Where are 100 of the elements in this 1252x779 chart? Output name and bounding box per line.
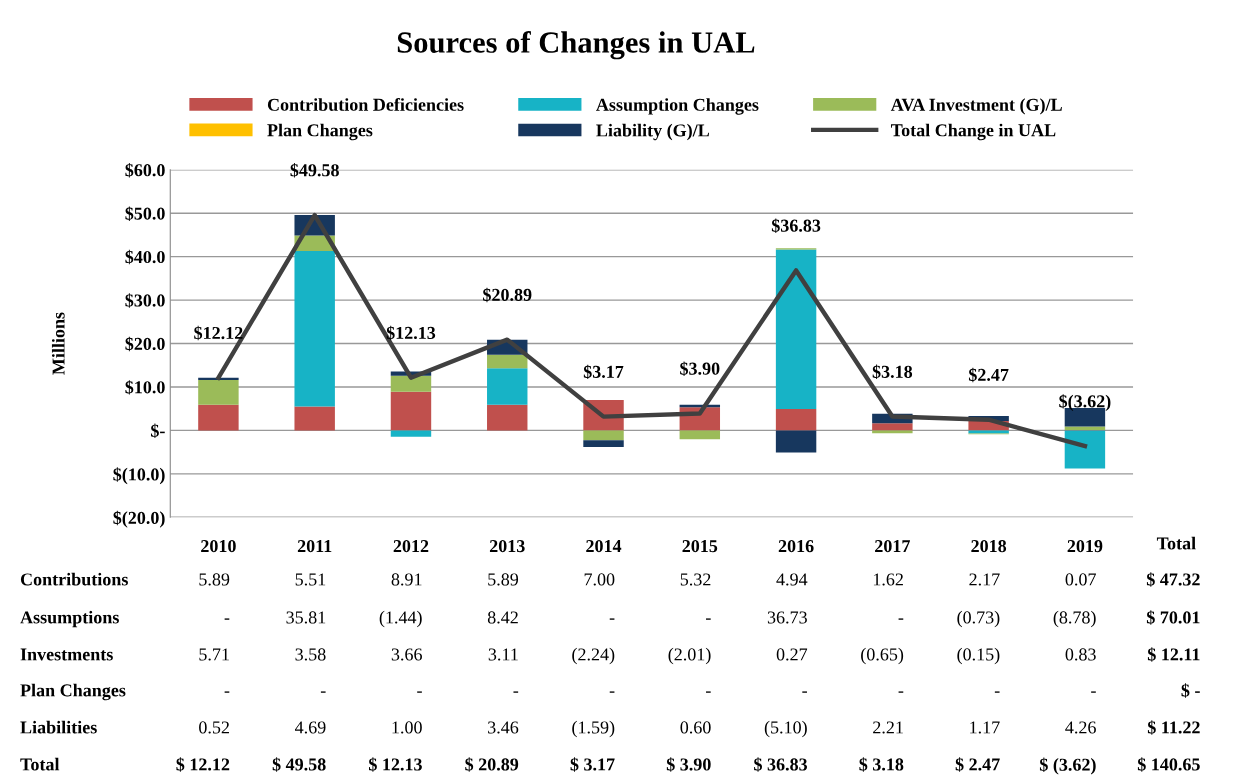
chart-title: Sources of Changes in UAL: [397, 31, 755, 60]
text: Total: [20, 757, 60, 771]
text: $ 49.58: [272, 757, 326, 772]
data-label: 1.62: [873, 573, 903, 586]
y-tick-label: $40.0: [125, 249, 165, 265]
data-label: -: [1091, 691, 1096, 693]
data-label: -: [609, 618, 615, 620]
text: $ 12.13: [369, 757, 422, 772]
text: $ 3.18: [859, 757, 904, 772]
data-label: 4.26: [1065, 721, 1096, 734]
x-tick-label: 2017: [875, 540, 910, 553]
data-label: $2.47: [968, 367, 1009, 383]
data-label: (5.10): [764, 720, 807, 738]
data-label: -: [898, 691, 904, 693]
text: $ 12.12: [176, 757, 230, 772]
data-label: -: [898, 618, 904, 620]
data-label: 5.89: [488, 573, 519, 586]
data-label: -: [224, 618, 230, 620]
data-label: 35.81: [286, 611, 326, 624]
text: $ 12.11: [1147, 647, 1200, 662]
data-label: $3.90: [680, 361, 720, 376]
data-label: -: [609, 691, 615, 693]
x-tick-label: 2011: [297, 540, 332, 553]
text: Assumptions: [20, 610, 119, 628]
text: $ 3.17: [570, 757, 615, 772]
text: $ 20.89: [465, 757, 519, 772]
legend-label: Plan Changes: [267, 123, 373, 141]
y-tick-label: $20.0: [125, 336, 165, 352]
data-label: 0.60: [680, 721, 711, 734]
text: $ (3.62): [1039, 757, 1096, 775]
data-label: 36.73: [767, 611, 807, 624]
data-label: 3.66: [391, 648, 422, 661]
data-label: $36.83: [771, 218, 821, 233]
data-label: (2.01): [668, 647, 711, 665]
data-label: $(3.62): [1059, 394, 1111, 412]
data-label: 0.27: [776, 648, 808, 661]
data-label: (0.65): [861, 647, 904, 665]
data-label: 1.00: [392, 721, 422, 734]
data-label: -: [417, 691, 422, 693]
data-label: 5.89: [199, 573, 230, 586]
data-label: $12.12: [194, 325, 243, 341]
legend-label: AVA Investment (G)/L: [890, 98, 1062, 115]
legend-label: Total Change in UAL: [891, 123, 1056, 141]
text: Liabilities: [20, 720, 97, 734]
x-tick-label: 2019: [1067, 540, 1103, 553]
y-tick-label: $10.0: [125, 380, 165, 395]
data-label: $3.17: [583, 364, 624, 380]
legend-label: Liability (G)/L: [596, 123, 709, 141]
data-label: 2.21: [873, 721, 903, 734]
y-tick-label: $-: [151, 423, 165, 439]
data-label: 5.51: [295, 573, 326, 586]
legend-label: Contribution Deficiencies: [267, 97, 464, 111]
data-label: 2.17: [969, 573, 1000, 586]
y-tick-label: $(10.0): [113, 467, 165, 485]
data-label: 3.11: [488, 648, 518, 661]
legend-label: Assumption Changes: [596, 98, 759, 115]
text: Plan Changes: [20, 683, 126, 701]
data-label: (2.24): [572, 647, 615, 665]
data-label: $20.89: [483, 287, 532, 303]
x-tick-label: 2018: [971, 540, 1007, 553]
y-tick-label: $50.0: [125, 206, 165, 221]
data-label: (8.78): [1053, 610, 1096, 628]
text: $ 70.01: [1146, 610, 1200, 625]
text: $ 140.65: [1137, 757, 1200, 772]
text: Total: [1156, 536, 1196, 550]
data-label: (0.15): [957, 647, 1000, 665]
y-tick-label: $30.0: [125, 293, 165, 308]
data-label: -: [706, 618, 711, 620]
x-tick-label: 2012: [393, 540, 429, 553]
data-label: 4.69: [295, 721, 326, 734]
data-label: (0.73): [957, 610, 1000, 628]
data-label: 8.91: [391, 573, 422, 586]
data-label: -: [320, 691, 326, 693]
data-label: 3.58: [295, 648, 326, 661]
text: $ 36.83: [754, 757, 808, 772]
data-label: $3.18: [872, 364, 913, 380]
data-label: -: [224, 691, 230, 693]
x-tick-label: 2010: [201, 540, 236, 553]
data-label: 0.52: [199, 721, 229, 734]
data-label: 1.17: [970, 721, 1000, 734]
data-label: 7.00: [584, 573, 615, 586]
y-tick-label: $(20.0): [113, 510, 165, 528]
data-label: 5.71: [199, 648, 229, 661]
text: $ 47.32: [1146, 572, 1200, 587]
text: $ 3.90: [666, 757, 711, 772]
data-label: -: [994, 691, 1000, 693]
data-label: (1.44): [379, 610, 422, 628]
data-label: 0.83: [1065, 648, 1096, 661]
data-label: -: [802, 691, 807, 693]
data-label: $49.58: [290, 163, 339, 178]
x-tick-label: 2016: [778, 540, 814, 553]
data-label: (1.59): [572, 720, 615, 738]
y-tick-label: $60.0: [125, 163, 165, 178]
data-label: -: [513, 691, 519, 693]
data-label: 4.94: [776, 573, 808, 586]
x-tick-label: 2015: [682, 540, 718, 553]
x-tick-label: 2013: [489, 540, 525, 553]
data-label: $12.13: [386, 325, 436, 341]
data-label: -: [706, 691, 711, 693]
data-label: 5.32: [680, 573, 711, 586]
